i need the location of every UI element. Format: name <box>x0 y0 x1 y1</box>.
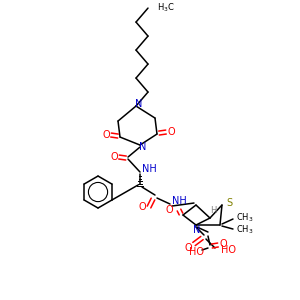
Text: O: O <box>110 152 118 162</box>
Text: H: H <box>210 206 216 214</box>
Text: O: O <box>102 130 110 140</box>
Text: NH: NH <box>142 164 156 174</box>
Text: N: N <box>135 99 143 109</box>
Text: S: S <box>226 198 232 208</box>
Text: O: O <box>165 205 173 215</box>
Text: N: N <box>193 225 201 235</box>
Text: O: O <box>167 127 175 137</box>
Text: NH: NH <box>172 196 186 206</box>
Text: N: N <box>139 142 147 152</box>
Text: CH$_3$: CH$_3$ <box>236 212 254 224</box>
Text: HO: HO <box>190 247 205 257</box>
Text: H$_3$C: H$_3$C <box>157 2 175 14</box>
Text: O: O <box>184 243 192 253</box>
Text: O: O <box>219 239 227 249</box>
Text: O: O <box>138 202 146 212</box>
Text: CH$_3$: CH$_3$ <box>236 224 254 236</box>
Text: HO: HO <box>221 245 236 255</box>
